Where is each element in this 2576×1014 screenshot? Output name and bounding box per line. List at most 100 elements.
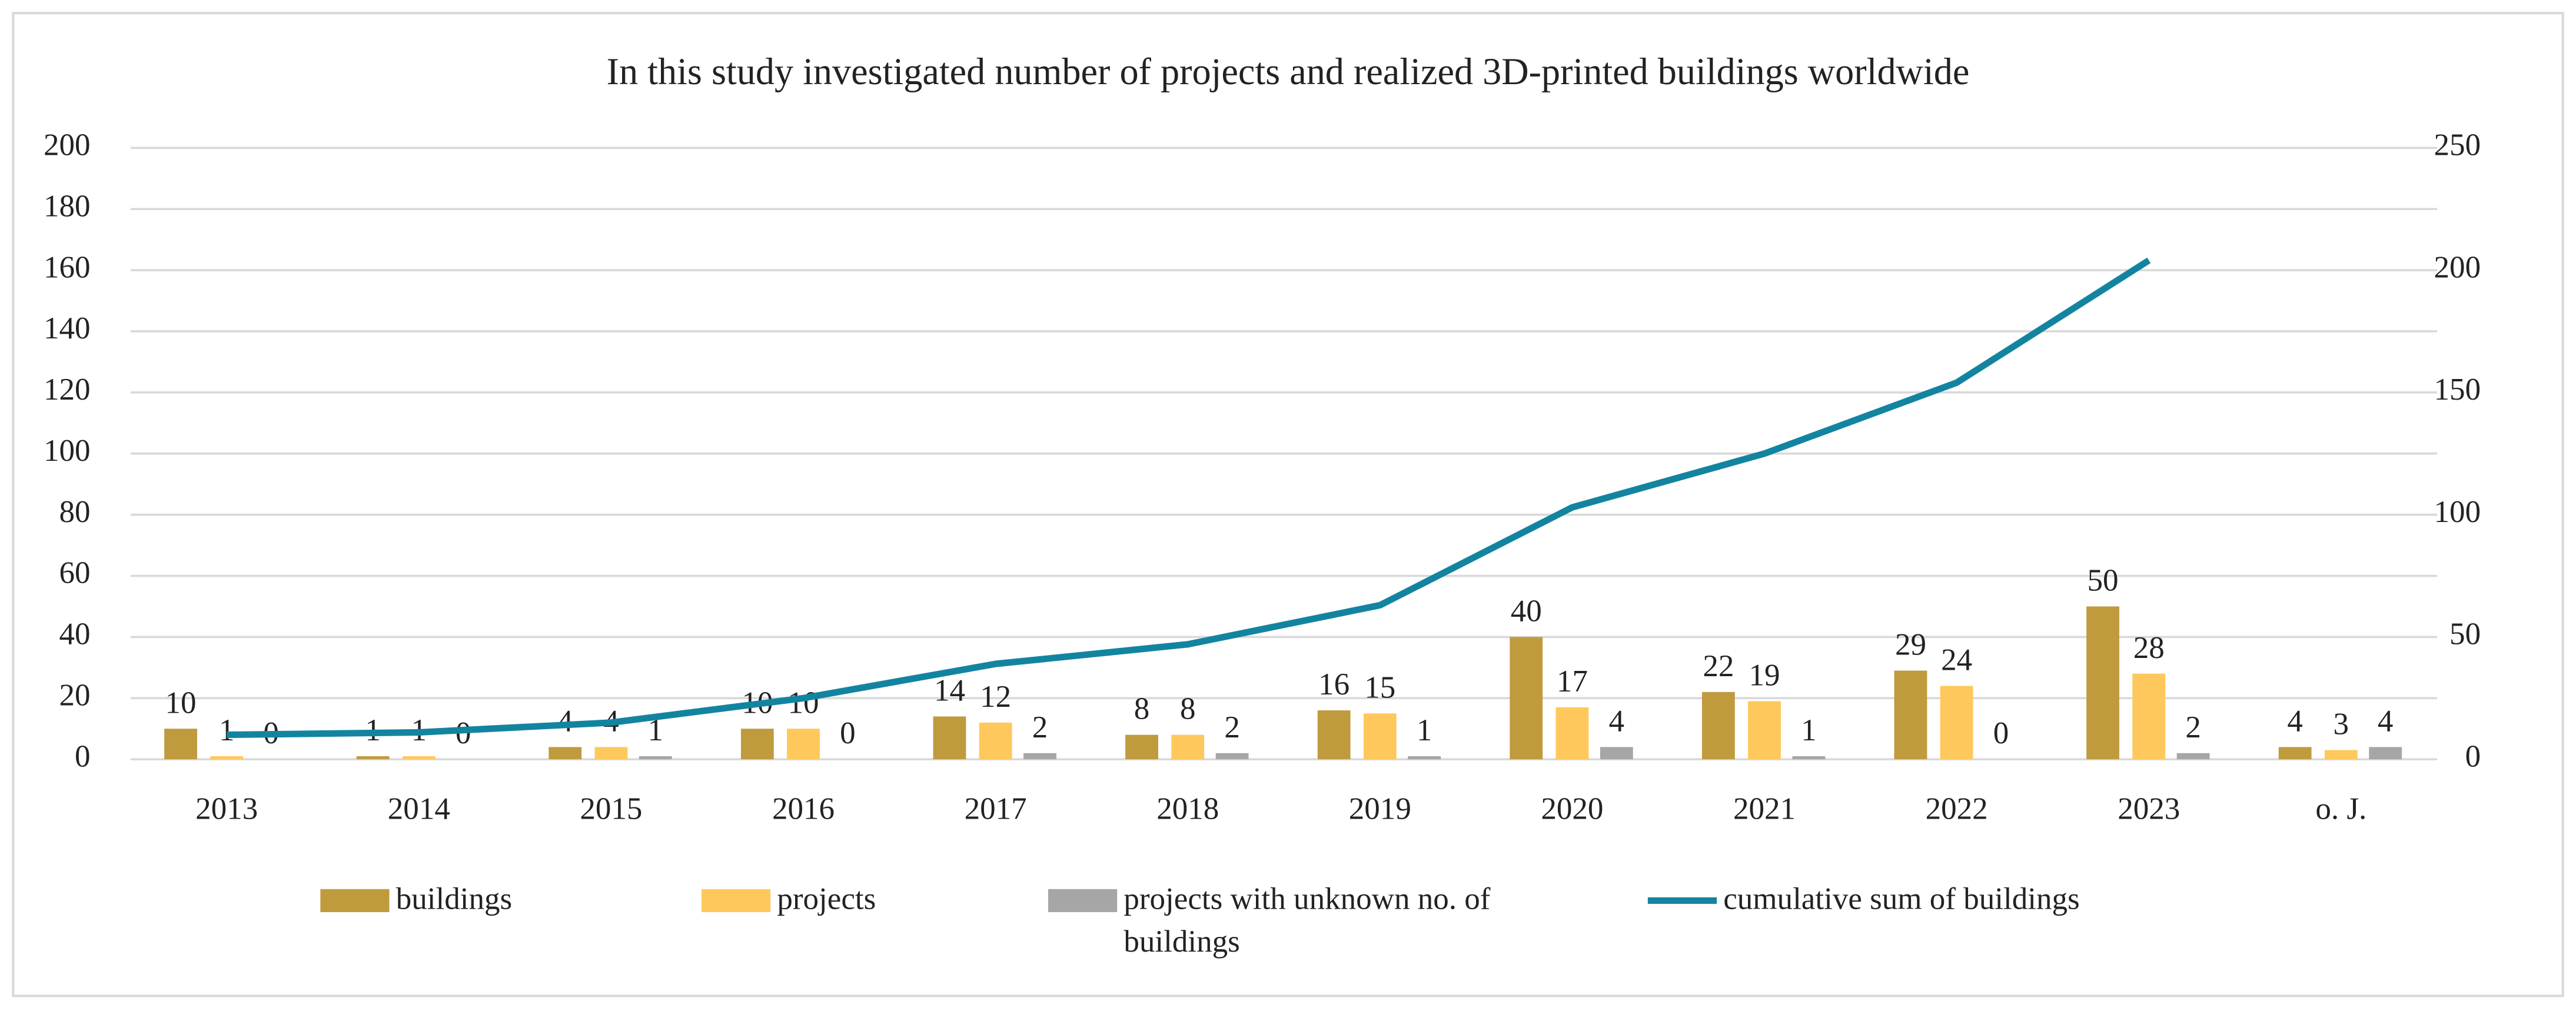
data-label: 24 <box>1941 643 1972 677</box>
y-tick-label: 100 <box>44 434 91 468</box>
y-tick-label: 80 <box>59 495 91 529</box>
x-tick-label: 2015 <box>580 792 642 826</box>
bar <box>1701 691 1735 760</box>
y-tick-label: 20 <box>59 678 91 712</box>
bar <box>210 756 244 760</box>
x-tick-label: 2018 <box>1156 792 1219 826</box>
bar <box>402 756 436 760</box>
bar <box>1023 753 1056 760</box>
bar <box>1600 747 1633 760</box>
data-label: 8 <box>1180 692 1196 726</box>
bar <box>549 747 582 760</box>
bar <box>1894 670 1927 760</box>
x-tick-label: 2017 <box>965 792 1027 826</box>
legend-entry: projects with unknown no. of buildings <box>1124 882 1491 960</box>
data-label: 4 <box>2378 704 2394 738</box>
y-tick-label: 40 <box>59 617 91 651</box>
bar <box>1792 756 1826 760</box>
bar <box>2369 747 2402 760</box>
bar <box>2132 673 2166 760</box>
legend-swatch <box>320 889 390 912</box>
data-label: 28 <box>2133 631 2165 665</box>
bar <box>639 756 672 760</box>
legend-swatch <box>701 889 771 912</box>
data-label: 29 <box>1895 628 1926 662</box>
bar <box>1171 734 1205 760</box>
y-tick-label: 0 <box>75 739 91 773</box>
bar <box>1408 756 1441 760</box>
y-tick-label: 180 <box>44 189 91 223</box>
data-label: 16 <box>1318 667 1350 702</box>
data-label: 19 <box>1749 659 1780 693</box>
legend-entry: projects <box>777 882 876 917</box>
y-tick-label: 60 <box>59 556 91 590</box>
data-label: 4 <box>2287 704 2303 738</box>
legend-entry: buildings <box>395 882 513 917</box>
x-tick-label: 2013 <box>195 792 258 826</box>
data-label: 1 <box>219 713 235 747</box>
x-tick-label: 2020 <box>1541 792 1603 826</box>
data-label: 22 <box>1703 649 1734 683</box>
data-label: 4 <box>1609 704 1625 738</box>
chart-border <box>12 12 2564 998</box>
bar <box>1748 701 1781 760</box>
y2-tick-label: 100 <box>2434 495 2481 529</box>
bar <box>2086 606 2119 760</box>
bar <box>979 722 1012 760</box>
y-tick-label: 200 <box>44 128 91 162</box>
data-label: 40 <box>1511 594 1542 628</box>
legend-label: projects with unknown no. of buildings <box>1124 882 1491 960</box>
bar <box>356 756 390 760</box>
bar <box>1317 710 1351 760</box>
bar <box>2176 753 2210 760</box>
data-label: 0 <box>840 716 856 750</box>
data-label: 1 <box>1417 713 1432 747</box>
bar <box>2324 750 2358 760</box>
data-label: 14 <box>934 674 965 708</box>
y2-tick-label: 50 <box>2449 617 2481 651</box>
legend-swatch <box>1048 889 1118 912</box>
y-tick-label: 160 <box>44 250 91 284</box>
bar <box>164 729 197 760</box>
x-tick-label: 2014 <box>388 792 450 826</box>
y2-tick-label: 250 <box>2434 128 2481 162</box>
legend-label: buildings <box>395 882 513 917</box>
chart-title: In this study investigated number of pro… <box>607 51 1970 92</box>
bar <box>594 747 628 760</box>
bar <box>1125 734 1158 760</box>
data-label: 4 <box>557 704 573 738</box>
bar <box>2278 747 2312 760</box>
data-label: 0 <box>1993 716 2009 750</box>
x-tick-label: o. J. <box>2315 792 2366 826</box>
bar <box>1555 707 1589 760</box>
y-tick-label: 120 <box>44 373 91 407</box>
bar <box>1940 686 1973 760</box>
data-label: 50 <box>2088 564 2119 598</box>
x-tick-label: 2022 <box>1926 792 1988 826</box>
bar <box>1363 713 1397 760</box>
data-label: 15 <box>1364 670 1395 704</box>
data-label: 2 <box>1224 710 1240 744</box>
x-tick-label: 2016 <box>772 792 835 826</box>
data-label: 12 <box>980 680 1011 714</box>
legend-label: cumulative sum of buildings <box>1723 882 2080 917</box>
x-tick-label: 2019 <box>1349 792 1411 826</box>
data-label: 3 <box>2334 707 2349 742</box>
line <box>227 257 2151 739</box>
x-tick-label: 2023 <box>2118 792 2180 826</box>
bar <box>740 729 774 760</box>
data-label: 17 <box>1557 664 1588 699</box>
bar <box>1215 753 1249 760</box>
legend-label: projects <box>777 882 876 917</box>
x-tick-label: 2021 <box>1733 792 1796 826</box>
bar <box>933 716 966 760</box>
data-label: 8 <box>1134 692 1150 726</box>
bar <box>1510 637 1543 760</box>
legend-entry: cumulative sum of buildings <box>1723 882 2080 917</box>
data-label: 1 <box>1801 713 1817 747</box>
data-label: 2 <box>1032 710 1048 744</box>
y-tick-label: 140 <box>44 311 91 345</box>
y2-tick-label: 200 <box>2434 250 2481 284</box>
